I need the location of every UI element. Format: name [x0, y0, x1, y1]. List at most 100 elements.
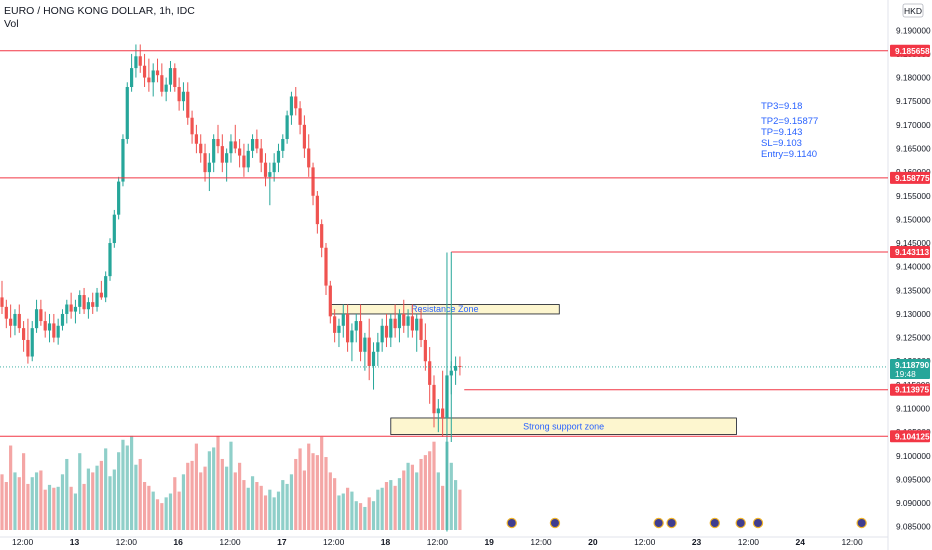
- time-tick-label: 17: [277, 537, 287, 547]
- volume-bar: [220, 458, 224, 530]
- price-line-tag[interactable]: [890, 171, 930, 184]
- price-line-tag-label: 9.158775: [895, 173, 930, 183]
- price-line-tag-label: 9.185658: [895, 46, 930, 56]
- note-sl: SL=9.103: [761, 138, 802, 149]
- price-axis[interactable]: 9.0850009.0900009.0950009.1000009.105000…: [890, 25, 931, 532]
- candle-body: [216, 139, 220, 147]
- candles: [0, 44, 462, 532]
- time-tick-label: 12:00: [323, 537, 345, 547]
- volume-bar: [69, 486, 73, 530]
- volume-bar: [173, 477, 177, 530]
- candle-body: [151, 70, 155, 83]
- current-price-time: 19:48: [895, 369, 916, 379]
- candle-body: [30, 328, 34, 357]
- candle-body: [155, 70, 160, 76]
- volume-bar: [95, 465, 99, 530]
- candle-body: [186, 91, 190, 118]
- volume-bar: [454, 480, 458, 530]
- candle-body: [272, 162, 276, 173]
- volume-bar: [320, 436, 324, 530]
- current-price-value: 9.118790: [895, 360, 930, 370]
- price-line-tag[interactable]: [890, 44, 930, 57]
- volume-bar: [203, 466, 207, 530]
- volume-bar: [134, 464, 138, 530]
- candle-body: [376, 342, 380, 352]
- price-tick-label: 9.125000: [896, 333, 931, 343]
- candle-body: [263, 162, 268, 177]
- volume-bar: [294, 458, 298, 530]
- volume-bar: [350, 491, 354, 530]
- volume-bar: [458, 489, 462, 530]
- price-line-tag-label: 9.143113: [895, 247, 930, 257]
- event-marker-dot: [550, 519, 559, 527]
- price-tick-label: 9.095000: [896, 474, 931, 484]
- price-line-tag[interactable]: [890, 430, 930, 443]
- currency-badge[interactable]: HKD: [902, 3, 924, 18]
- note-tp2: TP2=9.15877: [761, 116, 818, 127]
- candle-body: [199, 143, 203, 154]
- candle-body: [99, 292, 103, 298]
- candle-body: [380, 325, 384, 343]
- zones[interactable]: Resistance Zone Strong support zone: [329, 304, 737, 435]
- volume-bar: [190, 460, 194, 530]
- candle-body: [39, 309, 43, 322]
- zone-box[interactable]: [390, 417, 737, 435]
- price-line-tag[interactable]: [890, 383, 930, 396]
- volume-bars: [0, 435, 462, 530]
- volume-bar: [259, 485, 263, 530]
- volume-bar: [30, 477, 34, 530]
- volume-bar: [194, 443, 198, 530]
- volume-bar: [423, 455, 427, 530]
- candle-body: [367, 337, 371, 366]
- event-markers[interactable]: [505, 517, 868, 529]
- price-tick-label: 9.130000: [896, 309, 931, 319]
- volume-bar: [22, 453, 26, 530]
- time-axis[interactable]: 12:00 13 12:00 16 12:00 17 12:00 18 12:00 19 12:00…: [12, 537, 863, 547]
- volume-bar: [371, 501, 376, 530]
- volume-bar: [246, 487, 250, 530]
- volume-bar: [285, 483, 289, 530]
- time-tick-label: 12:00: [738, 537, 760, 547]
- candle-body: [242, 155, 246, 168]
- candle-body: [225, 153, 229, 163]
- volume-bar: [380, 487, 384, 530]
- volume-bar: [276, 491, 281, 530]
- volume-bar: [384, 482, 389, 530]
- volume-bar: [34, 472, 39, 530]
- volume-bar: [354, 501, 358, 530]
- candle-body: [320, 224, 324, 248]
- volume-bar: [410, 464, 414, 530]
- volume-bar: [142, 482, 147, 530]
- volume-bar: [428, 451, 432, 530]
- volume-bar: [199, 472, 203, 530]
- candle-body: [60, 313, 65, 326]
- event-marker-dot: [857, 519, 866, 527]
- time-tick-label: 13: [70, 537, 80, 547]
- price-line-tag[interactable]: [890, 245, 930, 258]
- price-line-tag-label: 9.104125: [895, 431, 930, 441]
- candle-body: [436, 408, 440, 414]
- candle-body: [324, 247, 328, 286]
- volume-bar: [121, 439, 125, 530]
- volume-bar: [376, 489, 380, 530]
- volume-bar: [207, 451, 211, 530]
- candle-body: [164, 84, 168, 92]
- event-marker-dot: [710, 519, 719, 527]
- volume-bar: [225, 466, 229, 530]
- candle-body: [138, 56, 142, 66]
- volume-bar: [333, 478, 337, 530]
- candle-body: [341, 313, 345, 326]
- candle-body: [82, 295, 86, 310]
- candle-body: [9, 318, 13, 326]
- volume-bar: [238, 462, 242, 530]
- volume-bar: [415, 472, 419, 530]
- candle-body: [117, 181, 121, 215]
- price-tick-label: 9.135000: [896, 285, 931, 295]
- candle-body: [168, 68, 173, 85]
- price-lines[interactable]: [0, 50, 888, 442]
- candle-body: [78, 295, 82, 307]
- volume-bar: [4, 482, 8, 530]
- current-price-tag[interactable]: [890, 358, 930, 379]
- candle-body: [328, 285, 332, 317]
